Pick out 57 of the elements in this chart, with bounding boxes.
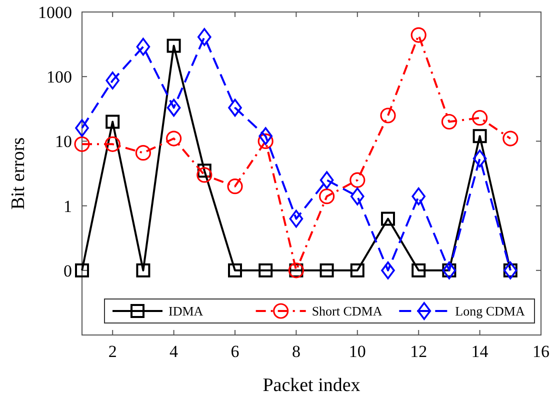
point bbox=[380, 108, 396, 124]
point bbox=[412, 187, 426, 206]
point bbox=[258, 127, 272, 145]
point bbox=[228, 263, 242, 278]
point bbox=[320, 263, 334, 278]
point bbox=[412, 263, 426, 278]
legend-label: IDMA bbox=[168, 304, 204, 319]
point bbox=[106, 72, 120, 90]
point bbox=[104, 136, 120, 152]
x-tick-label: 6 bbox=[230, 342, 240, 361]
point bbox=[258, 133, 274, 149]
point bbox=[135, 145, 151, 161]
point bbox=[410, 27, 426, 43]
point bbox=[350, 172, 366, 188]
point bbox=[136, 263, 150, 278]
x-axis-title: Packet index bbox=[262, 375, 361, 396]
point bbox=[196, 167, 212, 183]
x-tick-label: 8 bbox=[292, 342, 300, 361]
point bbox=[502, 130, 518, 146]
x-tick-label: 14 bbox=[471, 342, 489, 361]
point bbox=[472, 129, 487, 144]
point bbox=[166, 98, 181, 117]
point bbox=[320, 171, 334, 189]
point bbox=[75, 119, 89, 137]
y-axis-title: Bit errors bbox=[8, 137, 29, 210]
point bbox=[472, 150, 487, 168]
y-tick-label: 1 bbox=[64, 196, 72, 216]
point bbox=[228, 98, 242, 117]
point bbox=[166, 38, 181, 53]
point bbox=[197, 164, 212, 178]
point bbox=[472, 110, 488, 126]
point bbox=[381, 262, 395, 280]
y-tick-label: 1000 bbox=[38, 2, 72, 22]
x-tick-label: 2 bbox=[108, 342, 117, 361]
point bbox=[227, 178, 243, 194]
point bbox=[350, 187, 364, 206]
point bbox=[289, 210, 304, 228]
y-tick-label: 100 bbox=[46, 68, 72, 87]
legend-label: Short CDMA bbox=[312, 304, 383, 319]
point bbox=[106, 114, 120, 129]
y-tick-label: 10 bbox=[55, 132, 72, 152]
point bbox=[258, 263, 273, 278]
point bbox=[166, 130, 182, 146]
point bbox=[74, 136, 90, 152]
point bbox=[381, 212, 395, 226]
x-tick-label: 16 bbox=[532, 342, 550, 361]
point bbox=[136, 38, 150, 56]
point bbox=[350, 263, 364, 278]
x-tick-label: 12 bbox=[410, 342, 428, 361]
point bbox=[441, 114, 457, 130]
point bbox=[198, 28, 212, 46]
point bbox=[319, 188, 335, 204]
point bbox=[75, 263, 89, 278]
legend-label: Long CDMA bbox=[455, 304, 526, 319]
x-tick-label: 10 bbox=[348, 342, 366, 361]
y-tick-label: 0 bbox=[64, 261, 72, 280]
x-tick-label: 4 bbox=[170, 342, 179, 361]
